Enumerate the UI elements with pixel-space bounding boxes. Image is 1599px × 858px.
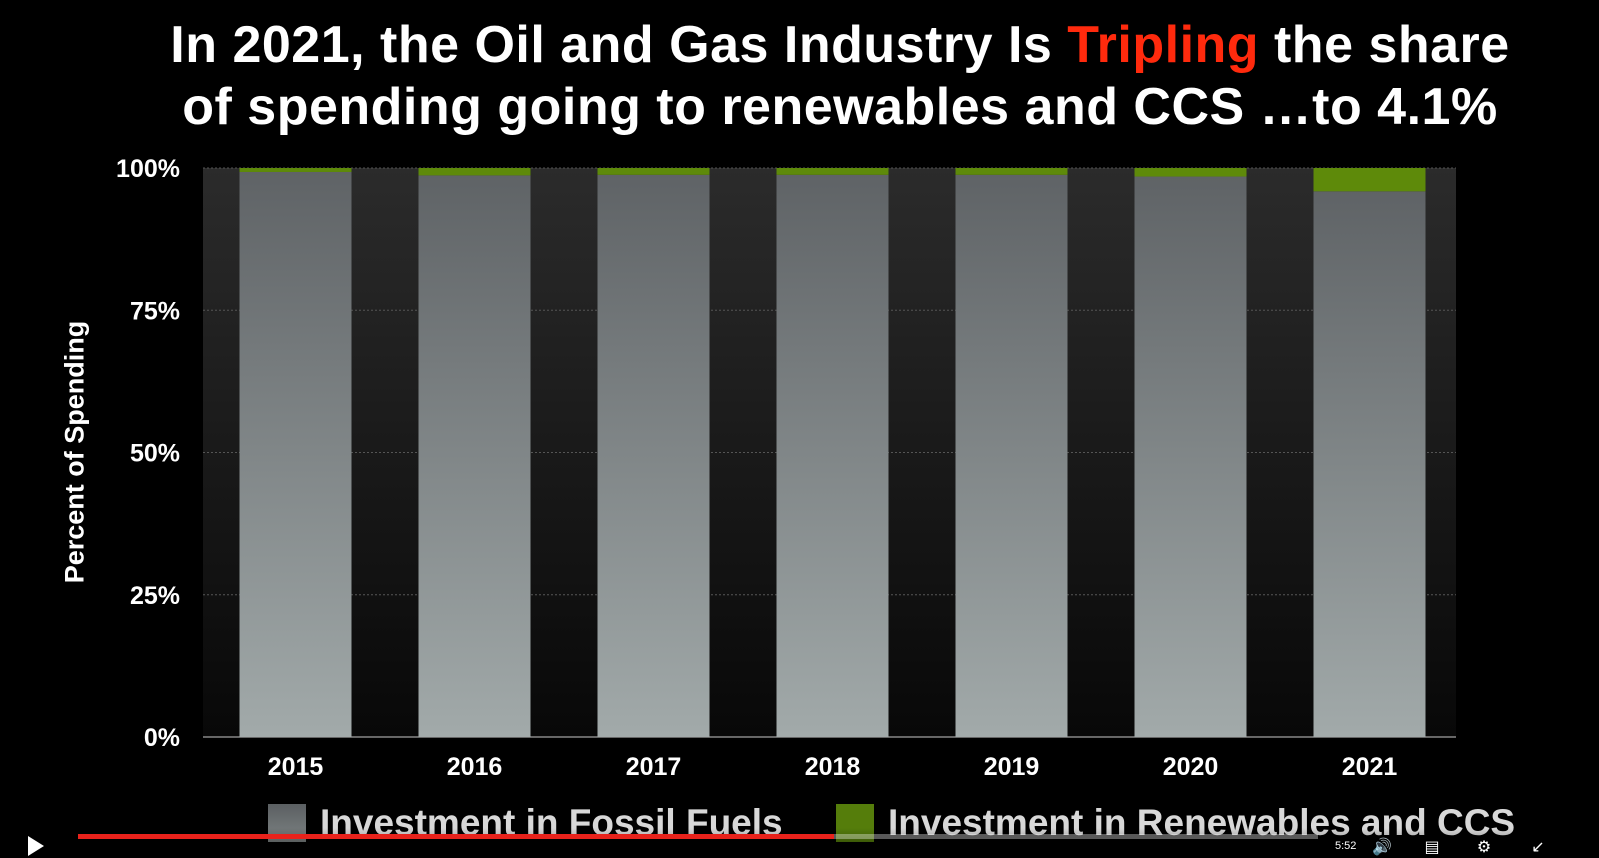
progress-fill	[78, 834, 835, 839]
y-tick-label: 0%	[144, 724, 180, 752]
bar-renewables-2016	[418, 168, 531, 176]
volume-icon[interactable]: 🔊	[1372, 839, 1392, 856]
progress-track[interactable]	[78, 834, 1318, 839]
time-label: 5:52	[1335, 840, 1357, 852]
title-line2: of spending going to renewables and CCS …	[182, 78, 1498, 136]
bar-fossil-2018	[776, 174, 889, 737]
y-tick-label: 50%	[130, 440, 180, 468]
bar-fossil-2021	[1313, 191, 1426, 738]
bar-fossil-2020	[1134, 176, 1247, 737]
bar-renewables-2018	[776, 168, 889, 175]
bar-fossil-2016	[418, 175, 531, 738]
bar-renewables-2019	[955, 168, 1068, 175]
title-highlight: Tripling	[1067, 16, 1260, 74]
bar-renewables-2020	[1134, 168, 1247, 177]
x-tick-label: 2015	[268, 753, 324, 781]
subtitles-icon[interactable]: ▤	[1424, 839, 1440, 856]
video-controls-bar	[0, 828, 1599, 858]
bar-renewables-2017	[597, 168, 710, 175]
x-tick-label: 2018	[805, 753, 861, 781]
bar-renewables-2021	[1313, 168, 1426, 192]
x-tick-label: 2017	[626, 753, 682, 781]
fullscreen-icon[interactable]: ↙	[1531, 839, 1545, 856]
x-tick-label: 2019	[984, 753, 1040, 781]
settings-icon[interactable]: ⚙	[1476, 839, 1492, 856]
y-tick-label: 75%	[130, 297, 180, 325]
bar-fossil-2015	[239, 171, 352, 737]
title-line1-pre: In 2021, the Oil and Gas Industry Is	[170, 16, 1068, 74]
x-tick-label: 2021	[1342, 753, 1398, 781]
x-tick-label: 2016	[447, 753, 503, 781]
x-tick-label: 2020	[1163, 753, 1219, 781]
play-icon[interactable]	[28, 836, 44, 856]
title-line1-post: the share	[1259, 16, 1510, 74]
chart-title: In 2021, the Oil and Gas Industry Is Tri…	[80, 14, 1599, 138]
bar-renewables-2015	[239, 168, 352, 172]
y-tick-label: 25%	[130, 582, 180, 610]
bar-fossil-2019	[955, 174, 1068, 737]
bar-fossil-2017	[597, 174, 710, 737]
y-tick-label: 100%	[116, 155, 180, 183]
